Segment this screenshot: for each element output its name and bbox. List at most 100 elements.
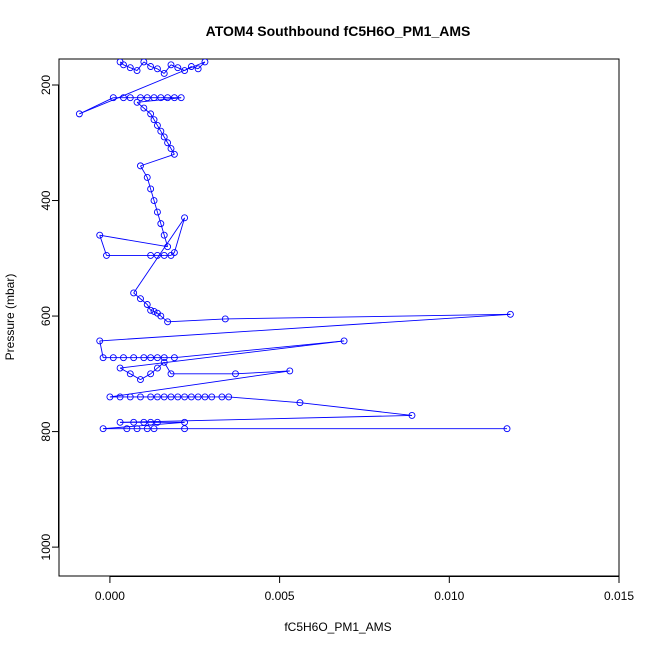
data-point — [109, 94, 117, 102]
series-segment — [119, 367, 131, 375]
series-segment — [150, 66, 158, 70]
y-axis-label: Pressure (mbar) — [3, 274, 17, 361]
data-point — [187, 393, 195, 401]
data-point — [160, 133, 168, 141]
data-point — [99, 354, 107, 362]
series-segment — [197, 61, 206, 70]
data-point — [103, 251, 110, 259]
data-point — [218, 393, 226, 401]
series-segment — [130, 67, 138, 71]
data-point — [194, 393, 202, 401]
series-segment — [163, 362, 172, 375]
y-tick-label: 1000 — [39, 533, 53, 560]
x-tick-label: 0.010 — [434, 589, 464, 603]
data-point — [143, 301, 151, 308]
series-segment — [170, 64, 178, 69]
data-point — [153, 364, 161, 372]
series-segment — [156, 211, 162, 224]
series-segment — [99, 313, 511, 342]
series-segment — [109, 370, 290, 398]
data-point — [126, 370, 134, 378]
data-point — [120, 354, 127, 362]
data-point — [153, 354, 161, 362]
data-point — [126, 64, 134, 72]
data-point — [99, 425, 107, 433]
data-point — [137, 393, 144, 401]
series-segment — [157, 312, 162, 317]
data-point — [181, 67, 189, 75]
data-point — [137, 162, 144, 170]
data-point — [126, 94, 134, 102]
series-segment — [140, 153, 175, 167]
series-segment — [136, 61, 145, 71]
data-point — [221, 315, 229, 323]
data-point — [140, 104, 148, 112]
data-point — [150, 307, 158, 315]
series-segment — [299, 402, 413, 416]
series-segment — [150, 188, 155, 201]
data-point — [408, 411, 416, 419]
data-point — [296, 399, 304, 407]
series-segment — [170, 252, 175, 256]
series-segment — [120, 414, 412, 423]
series-segment — [160, 223, 165, 236]
data-point — [153, 393, 161, 401]
series-segment — [153, 200, 158, 213]
series-segment — [146, 177, 152, 190]
x-tick-label: 0.005 — [265, 589, 295, 603]
data-point — [147, 370, 155, 378]
data-point — [147, 306, 155, 314]
series-segment — [143, 107, 151, 115]
series-segment — [133, 292, 141, 300]
data-point — [75, 110, 83, 118]
series-segment — [157, 68, 165, 74]
series-segment — [136, 101, 145, 109]
data-point — [130, 289, 138, 297]
data-point — [201, 393, 209, 401]
series-segment — [99, 234, 168, 248]
series-segment — [150, 367, 158, 375]
data-point — [174, 64, 182, 72]
data-point — [116, 418, 124, 426]
data-point — [160, 231, 168, 239]
data-point — [177, 94, 185, 102]
data-point — [147, 354, 155, 362]
series-segment — [79, 97, 114, 115]
data-point — [157, 127, 165, 135]
x-tick-label: 0.015 — [604, 589, 634, 603]
data-point — [170, 249, 178, 256]
data-point — [109, 354, 117, 362]
data-point — [187, 63, 195, 70]
data-point — [147, 393, 155, 401]
data-point — [150, 197, 158, 204]
data-point — [164, 318, 172, 326]
data-point — [133, 67, 141, 75]
data-point — [147, 110, 155, 118]
series-segment — [79, 61, 206, 115]
data-point — [153, 418, 161, 426]
data-point — [130, 354, 138, 362]
data-point — [194, 65, 202, 73]
series-segment — [228, 396, 301, 404]
data-point — [96, 231, 104, 239]
series-segment — [140, 373, 151, 380]
series-segment — [130, 373, 141, 380]
data-point — [170, 354, 178, 362]
data-point — [160, 354, 168, 362]
chart-title: ATOM4 Southbound fC5H6O_PM1_AMS — [206, 23, 471, 39]
data-point — [150, 425, 158, 433]
y-axis: 200 400 600 800 1000 — [39, 75, 59, 560]
data-point — [116, 364, 124, 372]
data-point — [232, 370, 239, 378]
data-point — [140, 354, 148, 362]
series-segment — [133, 217, 185, 294]
data-point — [157, 94, 165, 102]
series-segment — [140, 165, 148, 178]
data-point — [96, 337, 104, 345]
data-point — [160, 393, 168, 401]
data-point — [143, 173, 151, 181]
data-point — [157, 312, 165, 320]
series-segment — [225, 313, 511, 320]
data-point — [164, 94, 172, 102]
series-segment — [143, 61, 151, 67]
